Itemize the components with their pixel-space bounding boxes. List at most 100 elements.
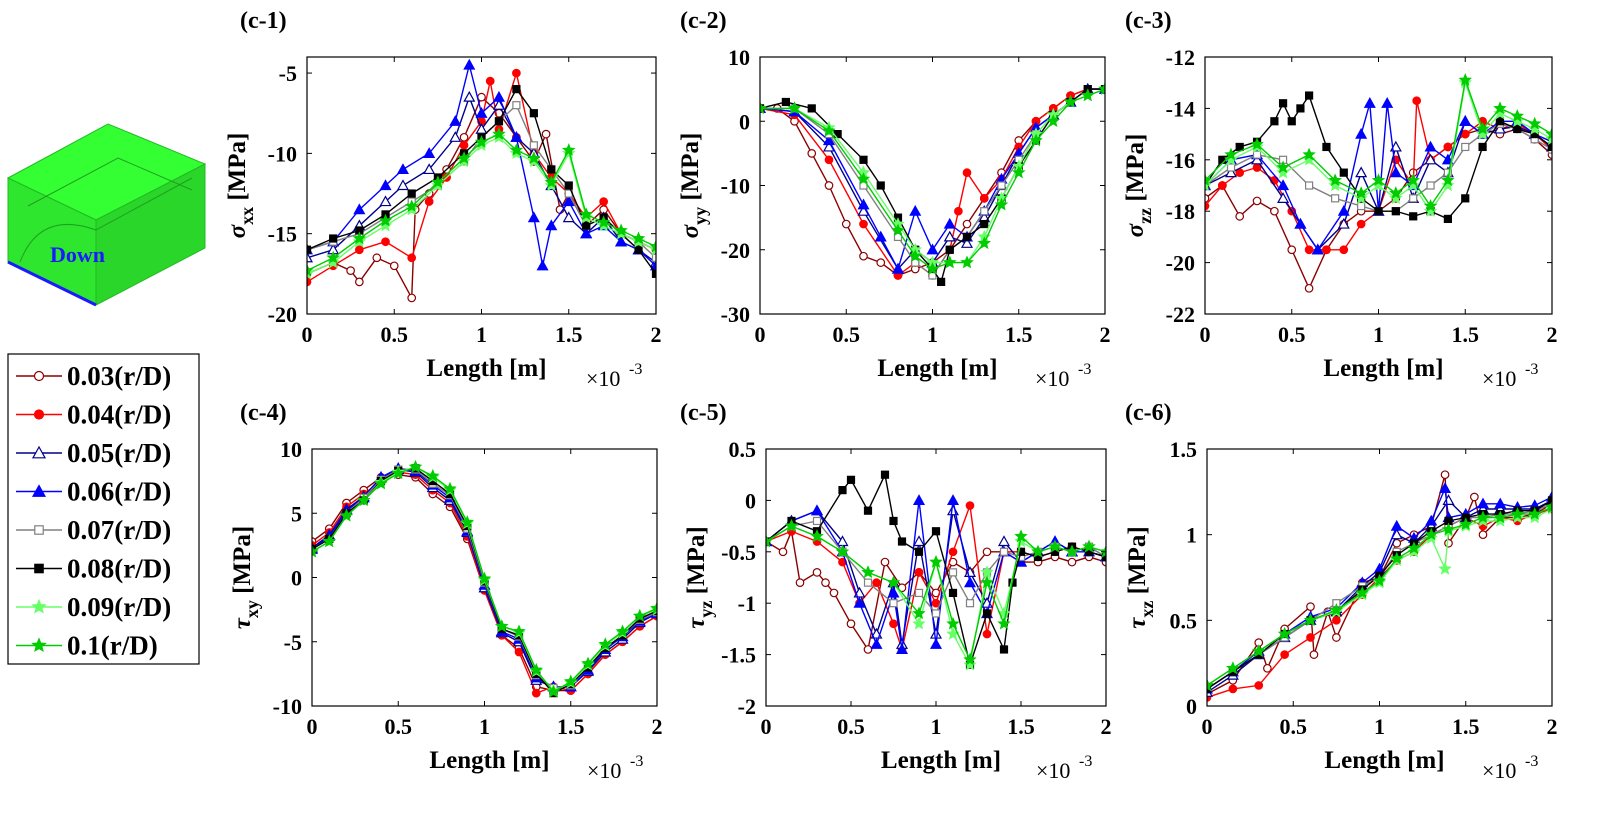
series-point — [1311, 243, 1324, 255]
x-tick-label: 2 — [1547, 714, 1558, 739]
series-point — [582, 221, 591, 230]
series-point — [1207, 678, 1214, 692]
series-point — [355, 277, 364, 287]
legend-marker — [31, 598, 47, 614]
y-axis-symbol: σ — [1122, 222, 1149, 237]
x-exponent: -3 — [1079, 753, 1092, 770]
x-tick-label: 0.5 — [1278, 322, 1306, 347]
y-axis-subscript: yy — [690, 207, 710, 225]
y-tick-label: 0 — [1186, 694, 1197, 719]
series-point — [581, 656, 595, 670]
series-point — [1014, 529, 1028, 543]
x-tick-label: 0 — [761, 714, 772, 739]
series-point — [863, 645, 873, 654]
series-point — [1322, 245, 1331, 255]
series-point — [908, 249, 923, 262]
series-point — [853, 596, 866, 608]
series-point — [787, 101, 802, 115]
series-point — [379, 195, 392, 207]
series-point — [423, 147, 436, 158]
legend-label: 0.09(r/D) — [67, 592, 171, 622]
series-point — [1461, 142, 1470, 152]
series-point — [997, 535, 1011, 547]
series-point — [1412, 96, 1422, 106]
series-point — [1470, 492, 1479, 502]
series-point — [841, 219, 851, 229]
y-tick-label: -18 — [1166, 199, 1195, 224]
series-point — [912, 535, 926, 547]
series-point — [443, 481, 457, 495]
panel-label: (c-6) — [1125, 400, 1172, 426]
series-point — [353, 203, 366, 215]
legend: 0.03(r/D) 0.04(r/D) 0.05(r/D) 0.06(r/D) 0.07… — [7, 353, 200, 665]
series-point — [1444, 538, 1453, 548]
series-point — [1493, 106, 1507, 120]
series-line — [1207, 508, 1552, 699]
series-point — [889, 599, 898, 608]
series-point — [980, 207, 989, 216]
series-point — [859, 155, 868, 164]
series-group — [312, 459, 657, 698]
series-point — [778, 547, 788, 557]
y-tick-label: 1.5 — [1170, 437, 1198, 462]
series-point — [946, 494, 960, 505]
panel-label: (c-4) — [240, 400, 287, 426]
series-point — [326, 250, 340, 264]
series-point — [856, 172, 871, 185]
series-point — [1270, 117, 1279, 126]
series-point — [1205, 173, 1212, 187]
legend-entry: 0.07(r/D) — [16, 515, 171, 545]
series-point — [912, 494, 926, 505]
series-point — [1309, 650, 1319, 659]
series-point — [1339, 245, 1349, 255]
chart-panel: (c-3) 0 0.5 1 1.5 2 -22 -20 -18 -16 -14 -12 Length [… — [1122, 8, 1558, 391]
series-point — [492, 90, 505, 102]
legend-marker — [31, 445, 47, 459]
series-point — [514, 647, 524, 657]
series-point — [1205, 201, 1210, 211]
series-point — [781, 97, 790, 107]
series-point — [994, 197, 1009, 211]
series-point — [512, 101, 521, 110]
legend-marker — [31, 637, 47, 653]
series-point — [1329, 603, 1344, 616]
series-point — [1304, 283, 1314, 293]
series-point — [307, 251, 314, 263]
series-point — [1476, 510, 1490, 524]
series-point — [423, 163, 436, 175]
block-down-label: Down — [50, 242, 105, 267]
series-point — [962, 219, 972, 229]
series-point — [1046, 114, 1060, 127]
series-point — [1406, 173, 1420, 187]
legend-label: 0.06(r/D) — [67, 477, 171, 507]
series-point — [307, 263, 314, 277]
series-point — [1372, 573, 1387, 587]
x-tick-label: 1.5 — [1007, 714, 1035, 739]
series-point — [929, 638, 943, 649]
y-tick-label: -10 — [273, 694, 302, 719]
x-tick-label: 1.5 — [1005, 322, 1033, 347]
series-point — [963, 657, 977, 671]
legend-label: 0.08(r/D) — [67, 554, 171, 584]
series-point — [861, 565, 875, 579]
series-point — [1354, 191, 1368, 205]
series-point — [1304, 181, 1314, 190]
y-tick-label: -22 — [1166, 302, 1195, 327]
y-tick-label: -16 — [1166, 148, 1195, 173]
series-point — [1357, 201, 1366, 211]
legend-marker — [34, 525, 44, 535]
series-point — [495, 619, 509, 633]
series-point — [1355, 166, 1368, 178]
block-inner-curve — [19, 177, 193, 263]
y-axis-subscript: zz — [1135, 208, 1155, 224]
series-point — [449, 115, 462, 126]
y-axis-unit: [MPa] — [683, 526, 710, 600]
y-axis-subscript: xz — [1137, 601, 1157, 618]
x-tick-label: 1.5 — [1452, 714, 1480, 739]
series-point — [512, 68, 521, 78]
series-point — [838, 486, 847, 495]
series-point — [1478, 142, 1487, 152]
series-group — [307, 58, 656, 303]
series-point — [1251, 644, 1266, 657]
series-point — [1426, 181, 1435, 190]
